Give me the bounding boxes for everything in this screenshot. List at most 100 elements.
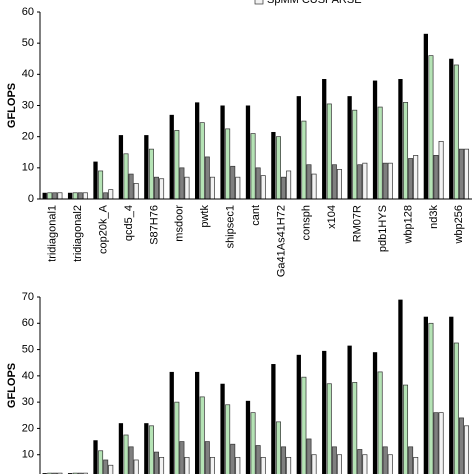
bar [148,148,154,200]
bar [286,456,292,474]
bar [331,446,337,474]
bar [72,192,78,200]
bar [209,456,215,474]
bar [433,412,439,474]
bar [245,105,251,199]
bar [403,384,409,474]
y-tick-label: 40 [22,68,34,80]
bar [398,299,403,474]
bar [362,454,368,474]
bar [453,64,459,200]
x-tick-label: nd3k [428,205,440,229]
bar [179,167,185,200]
bar [184,456,190,474]
bar [464,425,470,474]
bar [250,133,256,200]
x-tick-label: pdb1HYS [377,205,389,252]
bar [413,155,419,200]
y-tick-label: 0 [28,193,34,205]
bar [108,189,114,200]
y-tick-label: 60 [22,6,34,18]
bar [423,316,428,474]
bar [154,451,159,474]
bar [408,158,414,200]
x-tick-label: RM07R [352,205,364,242]
bar [255,445,261,474]
bar [159,456,165,474]
bar [128,446,134,474]
bar [230,443,236,474]
bar [306,164,312,200]
x-tick-label: wbp128 [402,205,414,245]
bar [296,354,301,474]
y-tick-label: 40 [22,370,34,382]
y-tick-label: 50 [22,37,34,49]
bar [204,441,210,474]
bar [93,440,98,474]
bar [423,33,428,199]
bar [260,175,266,200]
y-tick-label: 70 [22,291,34,303]
bar [281,176,287,200]
bar [220,383,225,474]
bar [225,404,231,474]
bar [199,396,205,474]
bar [174,401,180,474]
bar [209,176,215,200]
x-tick-label: x104 [326,205,338,229]
y-tick-label: 30 [22,396,34,408]
bar [271,131,276,199]
bar [296,96,301,199]
bar [235,456,241,474]
bar [174,130,180,200]
bar [357,449,363,474]
bar [144,135,149,199]
bar [245,400,251,474]
bar [98,450,104,474]
bar [433,155,439,200]
bar [336,454,342,474]
bar [428,322,434,474]
x-tick-label: qcd5_4 [123,205,135,241]
bar [235,176,241,200]
bar [281,446,287,474]
bar [93,161,98,199]
bar [428,55,434,200]
bar [204,156,210,200]
bar [357,164,363,200]
bar [347,345,352,474]
bar [352,382,358,474]
x-tick-label: tridiagonal2 [72,205,84,262]
legend-label: SpMM CUSPARSE [267,0,362,6]
bar [98,170,104,200]
bar [311,454,317,474]
bar [458,417,464,474]
bar [408,446,414,474]
bar [118,135,124,199]
bar [352,109,358,200]
bar [179,441,185,474]
bar [199,122,205,200]
bar [133,183,139,200]
bar [230,165,236,200]
bar [464,148,470,200]
y-tick-label: 10 [22,162,34,174]
bar [225,128,231,200]
bar [195,371,200,474]
bar [184,176,190,200]
x-tick-label: shipsec1 [224,205,236,248]
bar [398,79,403,199]
bar [326,103,332,200]
x-tick-label: cop20k_A [97,204,109,254]
x-tick-label: Ga41As41H72 [275,205,287,277]
y-tick-label: 60 [22,317,34,329]
x-tick-label: consph [301,205,313,240]
bar [103,459,109,474]
y-axis-label: GFLOPS [6,83,18,128]
y-tick-label: 10 [22,449,34,461]
y-tick-label: 20 [22,422,34,434]
bar [331,164,337,200]
bar [403,102,409,200]
bar [260,456,266,474]
